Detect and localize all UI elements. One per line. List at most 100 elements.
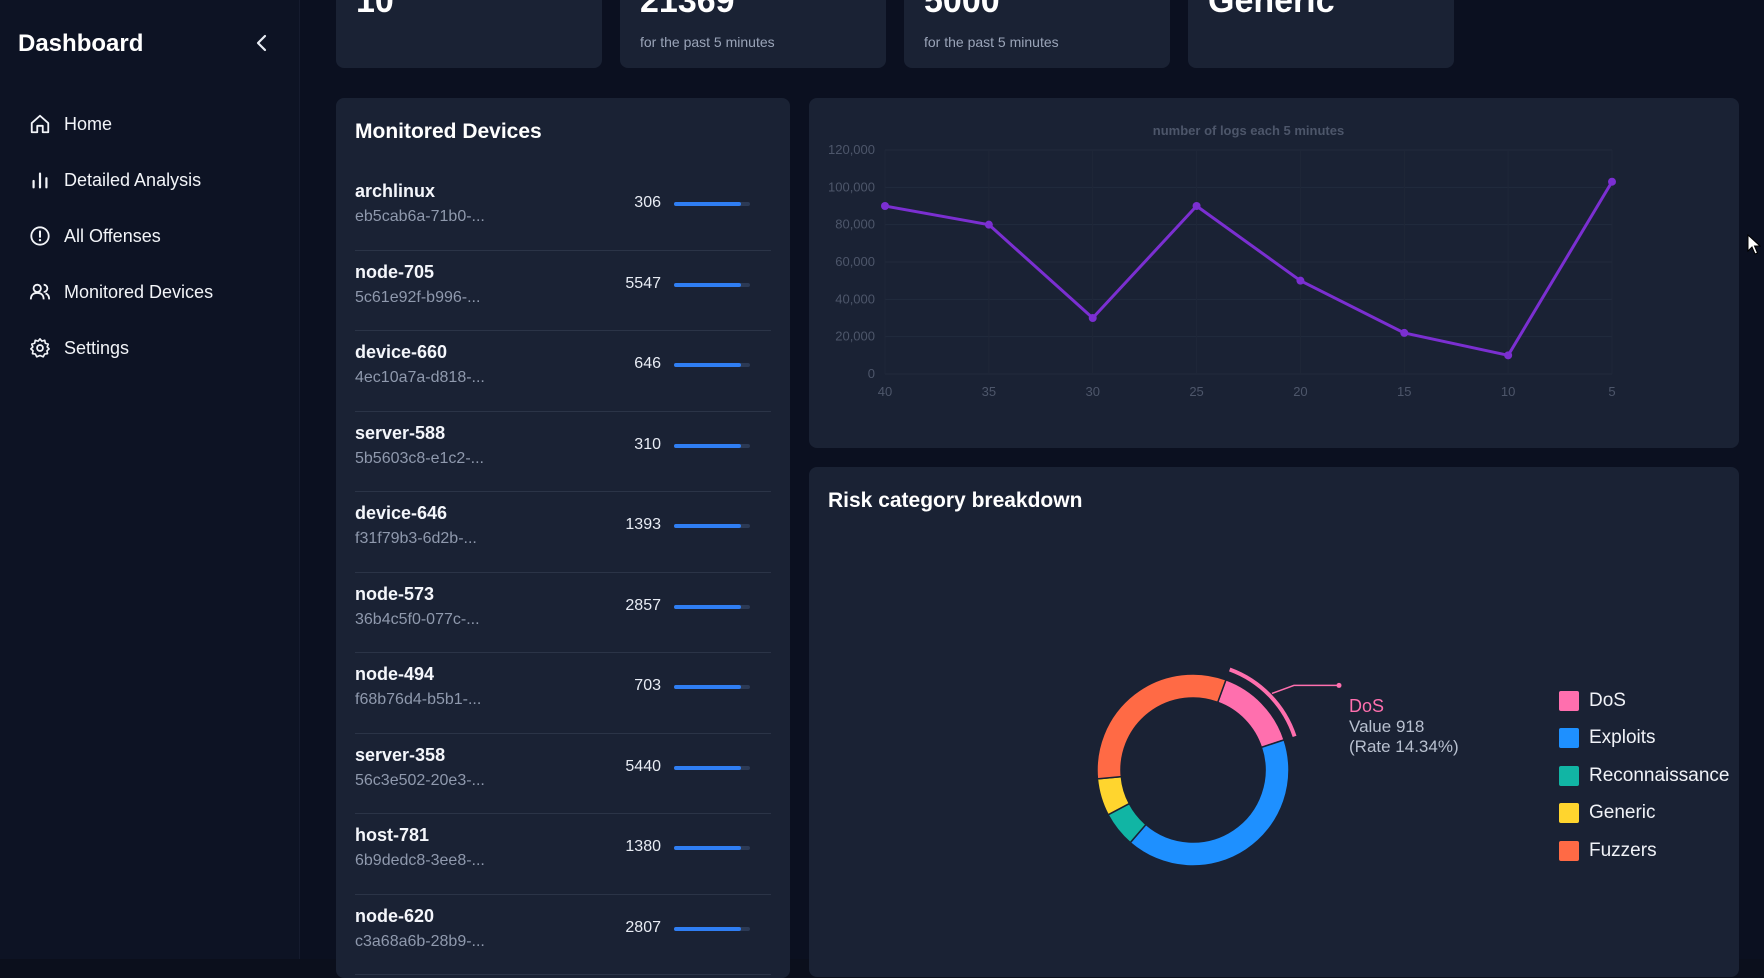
stat-subtitle: for the past 5 minutes xyxy=(924,34,1059,50)
chart-tooltip: DoS Value 918 (Rate 14.34%) xyxy=(1349,696,1459,757)
sidebar-item-monitored-devices[interactable]: Monitored Devices xyxy=(0,264,300,320)
device-progress-bar xyxy=(674,443,750,448)
device-row[interactable]: device-660 4ec10a7a-d818-... 646 xyxy=(355,331,771,412)
legend-swatch xyxy=(1559,840,1579,861)
device-row[interactable]: device-646 f31f79b3-6d2b-... 1393 xyxy=(355,492,771,573)
sidebar-item-all-offenses[interactable]: All Offenses xyxy=(0,208,300,264)
legend-item[interactable]: DoS xyxy=(1559,682,1729,720)
device-count: 2857 xyxy=(625,596,661,614)
y-tick-label: 20,000 xyxy=(835,329,875,344)
y-tick-label: 0 xyxy=(868,366,875,381)
device-progress-fill xyxy=(674,604,741,609)
device-id: f68b76d4-b5b1-... xyxy=(355,691,482,708)
sidebar-item-label: Home xyxy=(64,113,113,134)
device-id: 5b5603c8-e1c2-... xyxy=(355,449,484,467)
device-progress-bar xyxy=(674,685,750,689)
device-row[interactable]: node-573 36b4c5f0-077c-... 2857 xyxy=(355,573,771,653)
donut-slice-exploits xyxy=(1129,738,1290,867)
sidebar-title: Dashboard xyxy=(18,30,144,57)
mouse-cursor-icon xyxy=(1747,233,1762,261)
data-point xyxy=(1192,202,1201,210)
legend-swatch xyxy=(1559,690,1579,711)
legend-label: Fuzzers xyxy=(1589,839,1657,861)
legend-swatch xyxy=(1559,765,1579,786)
legend-item[interactable]: Exploits xyxy=(1559,720,1729,758)
sidebar-item-settings[interactable]: Settings xyxy=(0,320,300,376)
y-tick-label: 80,000 xyxy=(835,217,875,232)
x-tick-label: 35 xyxy=(982,384,996,399)
donut-slice-dos xyxy=(1216,678,1286,749)
card-title: Monitored Devices xyxy=(355,120,542,143)
device-progress-fill xyxy=(674,202,741,206)
device-count: 703 xyxy=(634,677,661,694)
x-tick-label: 10 xyxy=(1501,384,1515,399)
sidebar-item-label: Monitored Devices xyxy=(64,281,214,302)
stat-card: 5000 for the past 5 minutes xyxy=(904,0,1170,68)
x-tick-label: 20 xyxy=(1293,384,1307,399)
device-name: server-358 xyxy=(355,744,446,765)
risk-breakdown-card: Risk category breakdown DoS Value 918 (R… xyxy=(809,467,1739,977)
legend-swatch xyxy=(1559,728,1579,749)
sidebar-nav: Home Detailed Analysis All Offenses Moni… xyxy=(0,96,300,376)
device-name: node-494 xyxy=(355,664,435,684)
sidebar-item-home[interactable]: Home xyxy=(0,96,300,152)
device-count: 5440 xyxy=(625,757,661,775)
device-row[interactable]: node-705 5c61e92f-b996-... 5547 xyxy=(355,251,771,331)
chart-title: number of logs each 5 minutes xyxy=(1153,123,1344,138)
data-point xyxy=(1608,177,1616,186)
chevron-left-icon xyxy=(256,34,267,52)
alert-circle-icon xyxy=(28,224,52,248)
device-progress-bar xyxy=(674,765,750,770)
x-tick-label: 30 xyxy=(1085,384,1099,399)
data-point xyxy=(881,202,889,210)
device-progress-bar xyxy=(674,604,750,609)
legend-label: Exploits xyxy=(1589,727,1656,749)
device-progress-bar xyxy=(674,282,750,287)
legend-item[interactable]: Generic xyxy=(1559,795,1729,833)
logs-chart-card: number of logs each 5 minutes 0 20,000 40,0… xyxy=(809,98,1739,448)
sidebar-item-label: All Offenses xyxy=(64,225,161,246)
data-point xyxy=(984,220,993,229)
stat-value: 21369 xyxy=(640,0,735,20)
tooltip-name: DoS xyxy=(1349,696,1385,716)
device-progress-fill xyxy=(674,846,741,850)
logs-line-chart: number of logs each 5 minutes 0 20,000 40,0… xyxy=(828,123,1616,399)
device-count: 1380 xyxy=(625,838,661,855)
x-tick-label: 40 xyxy=(878,384,892,399)
x-tick-label: 15 xyxy=(1397,384,1411,399)
device-id: 56c3e502-20e3-... xyxy=(355,771,485,789)
device-row[interactable]: host-781 6b9dedc8-3ee8-... 1380 xyxy=(355,814,771,895)
device-name: node-573 xyxy=(355,583,435,604)
tooltip-leader-dot xyxy=(1336,682,1342,688)
legend-item[interactable]: Reconnaissance xyxy=(1559,757,1729,795)
device-name: device-646 xyxy=(355,503,448,523)
sidebar: Dashboard Home Detailed Analysis All Off… xyxy=(0,0,300,959)
risk-donut-chart xyxy=(1096,667,1342,867)
device-row[interactable]: node-494 f68b76d4-b5b1-... 703 xyxy=(355,653,771,734)
device-name: server-588 xyxy=(355,422,446,443)
sidebar-item-label: Settings xyxy=(64,337,130,358)
stat-value: 5000 xyxy=(924,0,1000,20)
collapse-sidebar-button[interactable] xyxy=(250,30,274,56)
device-id: 6b9dedc8-3ee8-... xyxy=(355,852,485,869)
device-row[interactable]: server-588 5b5603c8-e1c2-... 310 xyxy=(355,412,771,492)
device-name: node-620 xyxy=(355,905,435,926)
y-tick-label: 40,000 xyxy=(835,291,875,306)
y-tick-label: 100,000 xyxy=(828,179,875,194)
x-tick-label: 25 xyxy=(1189,384,1203,399)
tooltip-rate: (Rate 14.34%) xyxy=(1349,737,1459,756)
data-point xyxy=(1296,276,1305,285)
legend-label: Generic xyxy=(1589,802,1656,824)
device-row[interactable]: archlinux eb5cab6a-71b0-... 306 xyxy=(355,170,771,251)
stat-card: Generic xyxy=(1188,0,1454,68)
data-point xyxy=(1088,314,1097,322)
device-count: 646 xyxy=(634,355,661,372)
device-row[interactable]: node-620 c3a68a6b-28b9-... 2807 xyxy=(355,895,771,975)
device-row[interactable]: server-358 56c3e502-20e3-... 5440 xyxy=(355,734,771,814)
tooltip-value: Value 918 xyxy=(1349,717,1425,736)
sidebar-item-detailed-analysis[interactable]: Detailed Analysis xyxy=(0,152,300,208)
device-name: archlinux xyxy=(355,181,436,201)
legend-item[interactable]: Fuzzers xyxy=(1559,832,1729,870)
device-progress-bar xyxy=(674,846,750,850)
stat-subtitle: for the past 5 minutes xyxy=(640,34,775,50)
